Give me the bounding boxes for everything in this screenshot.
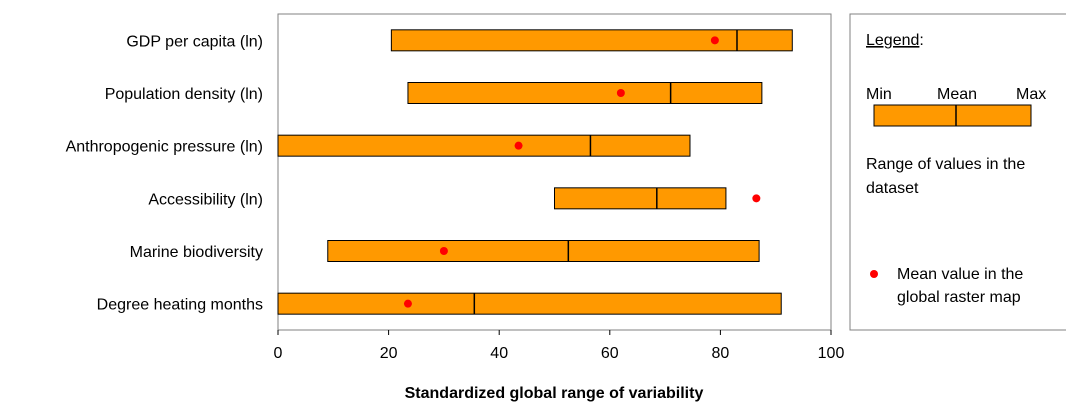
raster-mean-dot — [710, 36, 719, 45]
x-tick-label: 0 — [274, 345, 283, 362]
legend: Legend: Min Mean Max Range of values in … — [849, 13, 1066, 331]
x-tick-label: 20 — [380, 345, 398, 362]
bars-group — [277, 29, 793, 315]
x-tick-label: 100 — [818, 345, 845, 362]
range-bar — [407, 82, 763, 104]
raster-mean-dot — [616, 89, 625, 97]
range-bar — [277, 292, 782, 315]
x-tick-label: 60 — [601, 345, 619, 362]
raster-mean-dot — [514, 141, 523, 150]
legend-range-desc-1: Range of values in the — [866, 156, 1025, 173]
legend-min-label: Min — [866, 86, 892, 103]
x-tick-label: 80 — [712, 345, 730, 362]
plot-frame — [277, 13, 832, 331]
category-label: Accessibility (ln) — [148, 191, 263, 208]
raster-mean-dot — [403, 299, 412, 308]
legend-range-desc-2: dataset — [866, 180, 919, 197]
legend-dot-desc-1: Mean value in the — [897, 266, 1023, 283]
legend-frame — [849, 13, 1066, 331]
category-label: Degree heating months — [97, 297, 263, 314]
legend-range-bar — [873, 104, 1032, 127]
legend-mean-label: Mean — [937, 86, 977, 103]
range-bar — [390, 29, 793, 52]
raster-mean-dot — [439, 247, 448, 255]
category-label: Population density (ln) — [105, 86, 263, 103]
x-tick-label: 40 — [490, 345, 508, 362]
category-label: Marine biodiversity — [130, 244, 263, 261]
legend-dot — [870, 270, 878, 278]
range-bar — [277, 134, 691, 157]
legend-max-label: Max — [1016, 86, 1046, 103]
x-axis-label: Standardized global range of variability — [405, 385, 704, 402]
category-labels: GDP per capita (ln) Population density (l… — [66, 33, 263, 313]
raster-mean-dot — [752, 194, 761, 203]
category-label: GDP per capita (ln) — [126, 33, 263, 50]
legend-dot-desc-2: global raster map — [897, 289, 1021, 306]
range-bar — [554, 187, 727, 210]
legend-title: Legend: — [866, 32, 924, 49]
x-axis: 0 20 40 60 80 100 — [274, 330, 845, 362]
category-label: Anthropogenic pressure (ln) — [66, 139, 263, 156]
range-bar — [327, 240, 760, 262]
